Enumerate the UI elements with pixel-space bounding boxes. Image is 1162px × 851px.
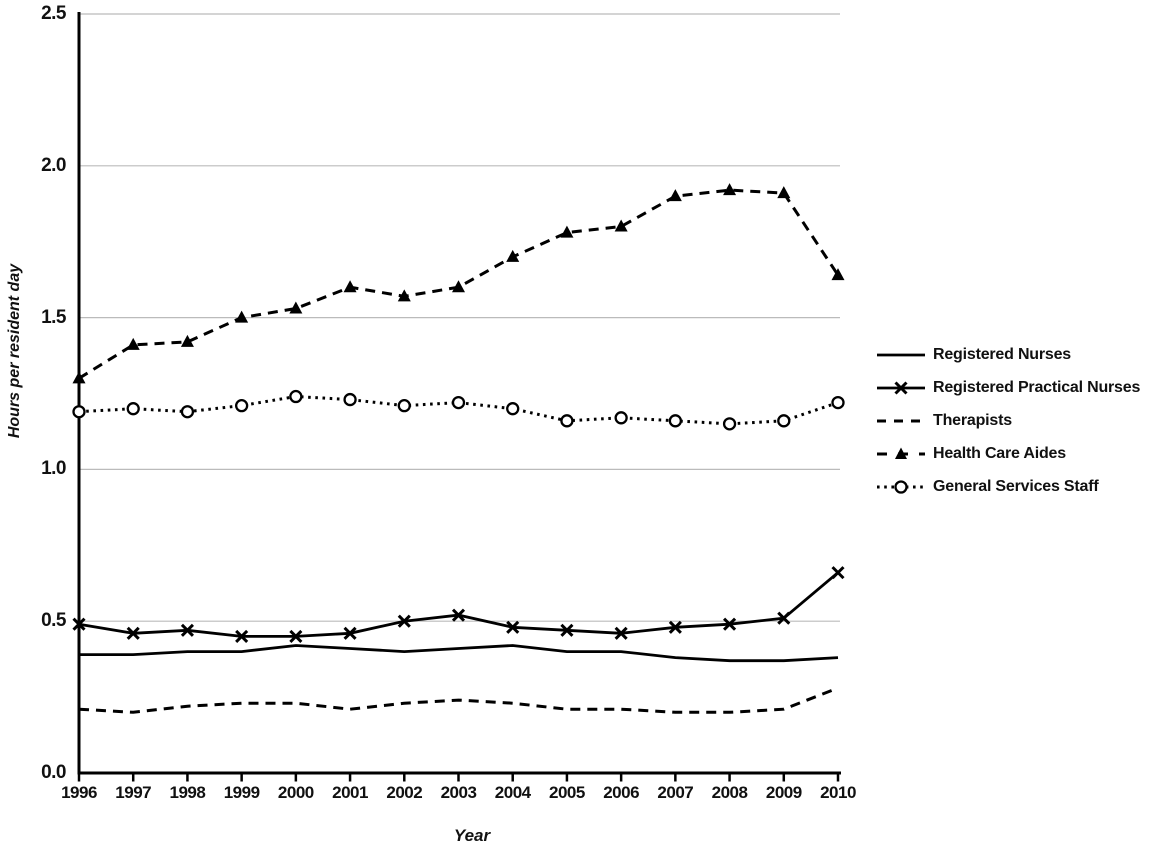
x-tick-label: 2005 (549, 783, 585, 802)
x-tick-label: 1998 (169, 783, 206, 802)
x-axis-title: Year (453, 826, 491, 845)
x-tick-label: 1997 (115, 783, 152, 802)
circle-marker (777, 414, 791, 428)
circle-marker (722, 417, 737, 431)
y-tick-label: 0.5 (41, 610, 66, 632)
circle-marker (289, 389, 303, 404)
legend-label: Health Care Aides (933, 444, 1066, 462)
x-marker (560, 623, 574, 637)
y-tick-label: 0.0 (41, 762, 66, 783)
x-tick-label: 2002 (386, 783, 423, 802)
x-tick-label: 2004 (494, 783, 531, 802)
triangle-marker (723, 183, 737, 196)
circle-marker (397, 398, 411, 413)
legend-label: Registered Nurses (933, 345, 1071, 363)
x-marker (397, 614, 411, 628)
triangle-marker (895, 447, 907, 459)
x-marker (894, 380, 908, 395)
circle-marker (560, 414, 574, 428)
y-tick-label: 2.5 (41, 3, 66, 24)
triangle-marker (506, 249, 520, 262)
triangle-marker (831, 268, 845, 281)
triangle-marker (560, 225, 574, 238)
y-tick-label: 1.0 (41, 458, 66, 480)
legend-label: Therapists (933, 411, 1012, 429)
x-tick-label: 2001 (332, 783, 368, 802)
x-tick-label: 2003 (440, 783, 477, 802)
y-tick-label: 2.0 (41, 154, 66, 176)
y-tick-label: 1.5 (41, 306, 66, 328)
triangle-marker (777, 186, 791, 199)
legend-swatch (877, 353, 925, 356)
triangle-marker (397, 289, 411, 302)
circle-marker (126, 402, 140, 416)
x-marker (723, 617, 737, 631)
series-line (78, 686, 839, 714)
x-marker (126, 626, 140, 640)
circle-marker (506, 402, 520, 416)
circle-marker (234, 398, 249, 413)
x-marker (777, 611, 791, 625)
triangle-marker (668, 189, 682, 202)
legend-item: Registered Practical Nurses (876, 371, 1140, 404)
legend-swatch (877, 419, 925, 422)
triangle-marker (72, 371, 86, 384)
legend-swatch (877, 380, 925, 395)
y-axis-title: Hours per resident day (6, 263, 23, 439)
triangle-marker (614, 219, 628, 232)
x-marker (72, 617, 86, 631)
legend-item: General Services Staff (876, 470, 1140, 503)
circle-marker (343, 392, 357, 407)
legend-swatch (877, 447, 925, 459)
x-tick-label: 2010 (820, 783, 856, 802)
triangle-marker (289, 301, 303, 314)
circle-marker (614, 411, 628, 425)
legend-label: General Services Staff (933, 477, 1099, 495)
circle-marker (831, 395, 845, 410)
legend-item: Therapists (876, 404, 1140, 437)
circle-marker (451, 395, 466, 410)
x-tick-label: 2006 (603, 783, 640, 802)
x-tick-label: 2009 (765, 783, 802, 802)
x-marker (668, 620, 682, 634)
x-marker (614, 626, 628, 640)
x-tick-label: 2008 (711, 783, 748, 802)
x-marker (180, 623, 194, 637)
circle-marker (72, 405, 86, 419)
x-marker (831, 566, 845, 580)
series-line (79, 644, 839, 663)
legend-swatch (877, 479, 925, 494)
x-tick-label: 1999 (223, 783, 260, 802)
x-marker (235, 629, 249, 643)
x-tick-label: 2007 (657, 783, 694, 802)
triangle-marker (452, 280, 465, 293)
x-marker (289, 629, 303, 643)
x-tick-label: 2000 (277, 783, 314, 802)
x-marker (451, 608, 466, 622)
legend-item: Registered Nurses (876, 338, 1140, 371)
triangle-marker (235, 310, 249, 323)
triangle-marker (180, 334, 194, 347)
triangle-marker (126, 337, 140, 350)
x-marker (506, 620, 520, 634)
circle-marker (668, 414, 683, 428)
legend-label: Registered Practical Nurses (933, 378, 1141, 396)
legend-item: Health Care Aides (876, 437, 1140, 470)
x-marker (343, 626, 357, 640)
legend: Registered Nurses Registered Practical Nu… (876, 338, 1140, 503)
circle-marker (180, 405, 195, 419)
x-tick-label: 1996 (61, 783, 97, 802)
circle-marker (894, 479, 908, 494)
triangle-marker (343, 280, 357, 293)
